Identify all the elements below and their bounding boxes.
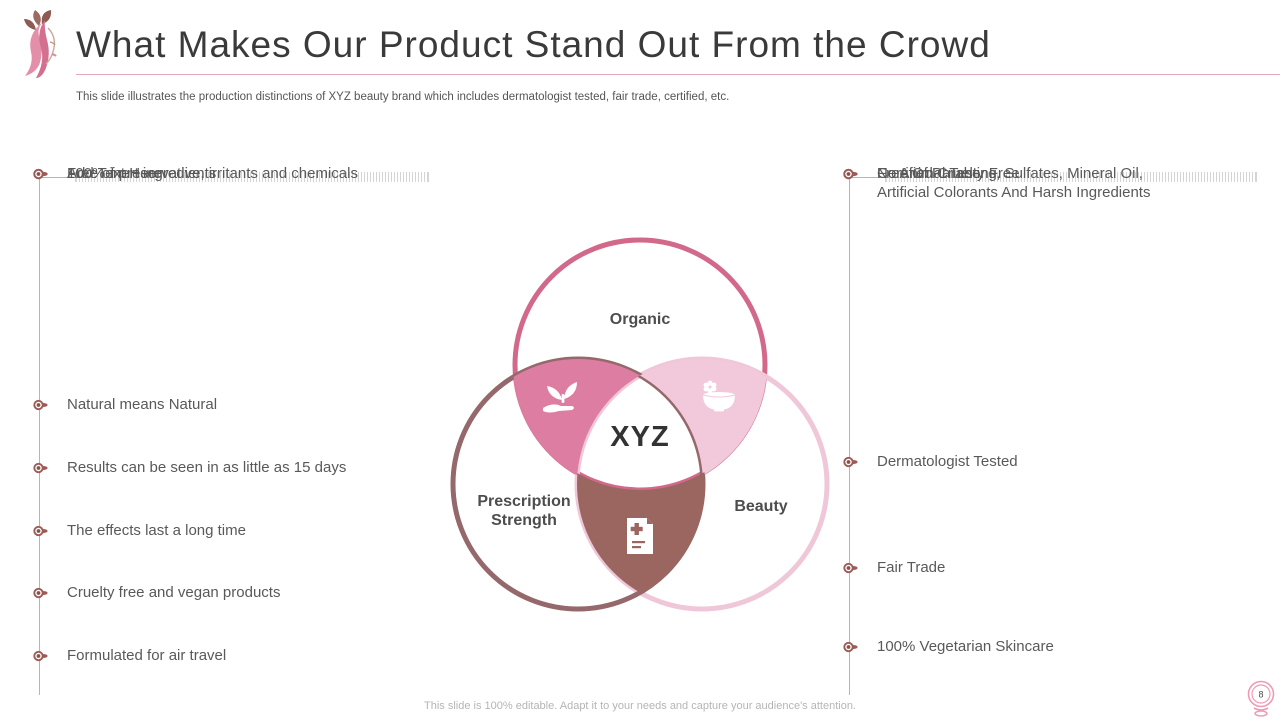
list-item-label: The effects last a long time [67, 522, 246, 539]
venn-center-label: XYZ [610, 421, 669, 453]
target-bullet-icon [843, 642, 858, 653]
target-bullet-icon [843, 563, 858, 574]
target-bullet-icon [33, 588, 48, 599]
list-item: Fair Trade [843, 559, 945, 578]
list-item-label: 100% Vegetarian Skincare [877, 638, 1054, 655]
list-item-label: 100% inert ingredients [67, 165, 217, 182]
list-item-label: No Animal Testing [877, 165, 997, 182]
page-number: 8 [1258, 690, 1263, 700]
list-item: Cruelty free and vegan products [33, 584, 280, 603]
list-item-label: Free of preservative, irritants and chem… [67, 165, 358, 182]
bracket-line [39, 177, 40, 695]
prescription-label-line2: Strength [491, 512, 557, 529]
striped-bar [885, 172, 1257, 182]
list-item-label: Cruelty free and vegan products [67, 584, 281, 601]
list-item-label: Free Of Parabens, Sulfates, Mineral Oil,… [877, 165, 1151, 201]
list-item-label: Add Text Here [67, 165, 162, 182]
list-item: Dermatologist Tested [843, 453, 1018, 472]
list-item: Add Text Here [33, 165, 162, 184]
list-item: Formulated for air travel [33, 647, 226, 666]
title-underline [76, 74, 1280, 75]
target-bullet-icon [843, 169, 858, 180]
beauty-brand-logo-icon [24, 10, 57, 78]
left-feature-list: Natural means Natural Results can be see… [28, 165, 440, 705]
page-subtitle: This slide illustrates the production di… [76, 91, 730, 103]
target-bullet-icon [33, 526, 48, 537]
list-item: Results can be seen in as little as 15 d… [33, 459, 346, 478]
list-item: The effects last a long time [33, 522, 246, 541]
prescription-document-icon [627, 518, 653, 554]
target-bullet-icon [33, 400, 48, 411]
prescription-label-line1: Prescription [477, 493, 570, 510]
list-item-label: Formulated for air travel [67, 647, 227, 664]
page-title: What Makes Our Product Stand Out From th… [76, 24, 991, 65]
right-feature-list: Dermatologist Tested Fair Trade 100% Veg… [838, 165, 1262, 705]
list-item: Certified Cruelty Free [843, 165, 1020, 184]
prescription-beauty-overlap [451, 357, 705, 611]
sprout-in-hand-icon [543, 382, 577, 413]
page-number-badge: 8 [1247, 680, 1275, 717]
list-item: 100% Vegetarian Skincare [843, 638, 1054, 657]
organic-label: Organic [610, 311, 671, 328]
target-bullet-icon [33, 169, 48, 180]
connector-line [849, 177, 885, 178]
cream-bowl-flower-icon [702, 380, 736, 412]
bracket-line [849, 177, 850, 695]
connector-line [39, 177, 75, 178]
footer-note: This slide is 100% editable. Adapt it to… [424, 700, 856, 712]
list-item-label: Certified Cruelty Free [877, 165, 1020, 182]
list-item-label: Natural means Natural [67, 396, 218, 413]
target-bullet-icon [843, 457, 858, 468]
list-item-label: Results can be seen in as little as 15 d… [67, 459, 347, 476]
list-item-label: Fair Trade [877, 559, 946, 576]
venn-diagram: Organic Prescription Strength Beauty XYZ [450, 237, 830, 612]
target-bullet-icon [33, 463, 48, 474]
list-item-label: Dermatologist Tested [877, 453, 1018, 470]
striped-bar [75, 172, 429, 182]
beauty-label: Beauty [734, 498, 787, 515]
target-bullet-icon [33, 651, 48, 662]
list-item: Natural means Natural [33, 396, 217, 415]
